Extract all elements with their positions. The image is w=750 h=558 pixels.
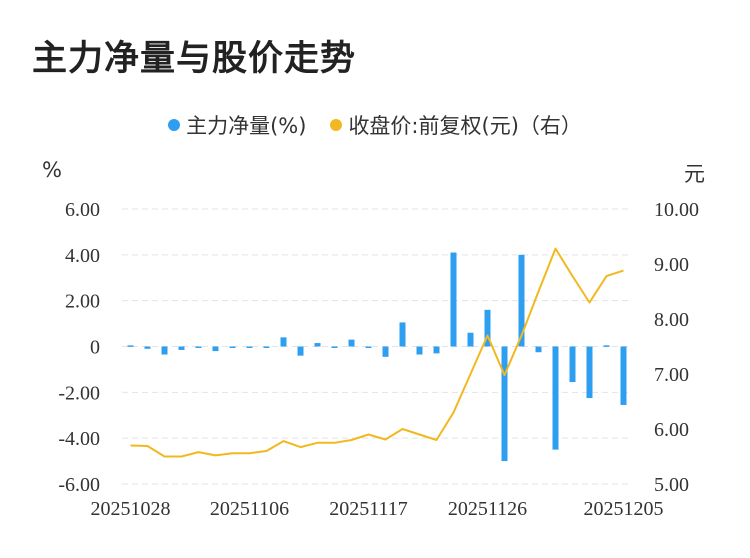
left-axis-tick-label: 2.00 bbox=[65, 291, 100, 313]
net-flow-bar bbox=[586, 346, 593, 399]
right-axis-tick-label: 9.00 bbox=[654, 254, 689, 276]
net-flow-bar bbox=[348, 339, 355, 347]
right-axis-unit: 元 bbox=[684, 162, 705, 186]
x-axis-tick-label: 20251126 bbox=[448, 498, 527, 520]
legend-item-close-price[interactable]: 收盘价:前复权(元)（右） bbox=[330, 110, 582, 140]
net-flow-bar bbox=[603, 345, 610, 347]
legend-net-flow-label: 主力净量(%) bbox=[186, 114, 307, 138]
x-axis-tick-label: 20251028 bbox=[91, 498, 171, 520]
left-axis-tick-label: 4.00 bbox=[65, 245, 100, 267]
right-axis-tick-label: 8.00 bbox=[654, 309, 689, 331]
x-axis-tick-label: 20251205 bbox=[584, 498, 664, 520]
net-flow-bar bbox=[484, 309, 491, 347]
net-flow-bar bbox=[161, 346, 168, 355]
right-axis-tick-label: 6.00 bbox=[654, 419, 689, 441]
legend-close-price-label: 收盘价:前复权(元)（右） bbox=[348, 114, 582, 138]
chart-title: 主力净量与股价走势 bbox=[32, 39, 357, 79]
left-axis-tick-label: -6.00 bbox=[58, 474, 100, 496]
net-flow-bar bbox=[467, 332, 474, 347]
net-flow-bar bbox=[331, 346, 338, 348]
legend-bar-marker bbox=[168, 119, 181, 131]
net-flow-bar bbox=[127, 345, 134, 347]
right-axis-tick-label: 10.00 bbox=[654, 199, 699, 221]
right-axis-tick-label: 5.00 bbox=[654, 474, 689, 496]
x-axis-tick-label: 20251117 bbox=[329, 498, 408, 520]
left-axis-unit: % bbox=[42, 158, 62, 182]
net-flow-bar bbox=[416, 346, 423, 355]
net-flow-bar bbox=[501, 346, 508, 462]
net-flow-bar bbox=[365, 346, 372, 348]
net-flow-bar bbox=[314, 343, 321, 347]
net-flow-bar bbox=[382, 346, 389, 357]
net-flow-bar bbox=[212, 346, 219, 352]
net-flow-bar bbox=[518, 254, 525, 347]
net-flow-bar bbox=[552, 346, 559, 450]
net-flow-bar bbox=[569, 346, 576, 383]
net-flow-bar bbox=[246, 346, 253, 348]
x-axis-tick-label: 20251106 bbox=[210, 498, 289, 520]
net-flow-bar bbox=[229, 346, 236, 348]
net-flow-bar bbox=[399, 322, 406, 347]
left-axis-tick-label: -2.00 bbox=[58, 382, 100, 404]
net-flow-bar bbox=[263, 346, 270, 348]
net-flow-bar bbox=[450, 252, 457, 347]
net-flow-bar bbox=[297, 346, 304, 356]
net-flow-bar bbox=[178, 346, 185, 350]
legend-line-marker bbox=[330, 119, 343, 131]
net-flow-bar bbox=[195, 346, 202, 348]
legend-item-net-flow[interactable]: 主力净量(%) bbox=[168, 110, 306, 140]
net-flow-bar bbox=[280, 337, 287, 347]
net-flow-bar bbox=[433, 346, 440, 354]
right-axis-tick-label: 7.00 bbox=[654, 364, 689, 386]
left-axis-tick-label: 0 bbox=[90, 337, 100, 359]
left-axis-tick-label: 6.00 bbox=[65, 199, 100, 221]
close-price-line bbox=[130, 247, 624, 458]
net-flow-bar bbox=[620, 346, 627, 405]
left-axis-tick-label: -4.00 bbox=[58, 428, 100, 450]
net-flow-bar bbox=[144, 346, 151, 349]
legend: 主力净量(%) 收盘价:前复权(元)（右） bbox=[0, 110, 750, 140]
net-flow-bar bbox=[535, 346, 542, 353]
